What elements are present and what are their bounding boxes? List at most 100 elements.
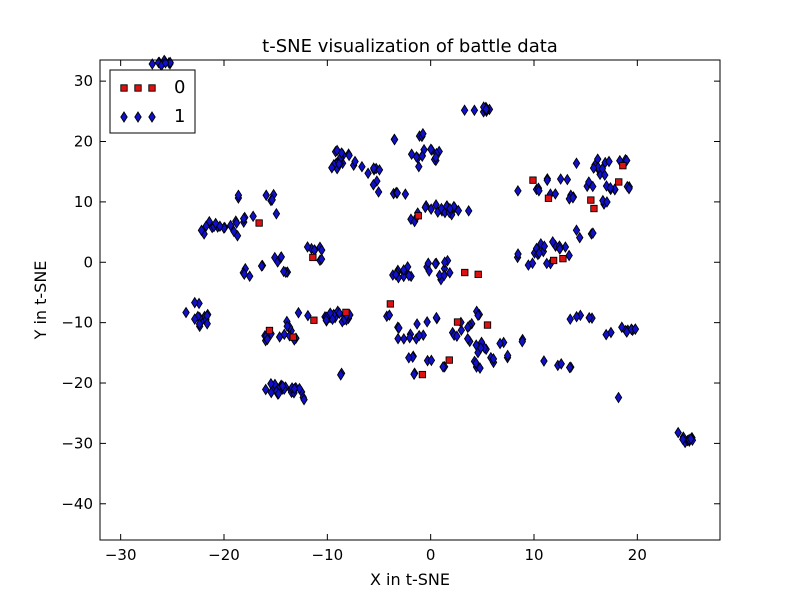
x-tick-label: 0 [426,546,436,564]
data-point-class-1 [535,184,543,197]
data-point-class-0 [544,194,553,202]
data-point-class-1 [364,167,372,180]
data-point-class-1 [405,269,413,282]
data-point-class-1 [300,393,308,406]
data-point-class-1 [453,330,461,343]
data-point-class-1 [585,311,593,324]
data-point-class-1 [561,241,570,253]
data-point-class-0 [289,333,297,341]
data-point-class-1 [572,310,581,323]
data-point-class-1 [470,104,479,117]
data-point-class-1 [496,337,504,350]
data-point-class-1 [425,265,433,277]
data-point-class-1 [446,266,454,279]
data-point-class-1 [394,332,402,345]
data-point-class-1 [569,191,577,204]
data-point-class-0 [590,204,598,213]
data-point-class-1 [257,260,266,272]
data-point-class-0 [309,253,317,262]
data-point-class-1 [195,318,204,330]
data-point-class-1 [369,178,378,191]
data-point-class-0 [418,370,427,379]
data-point-class-1 [390,133,399,146]
data-point-class-1 [358,160,366,173]
data-point-class-1 [431,257,440,270]
points-layer [148,54,697,449]
data-point-class-1 [421,201,430,214]
data-point-class-1 [551,188,560,200]
data-point-class-1 [535,247,543,260]
data-point-class-1 [322,314,331,326]
legend-label-1: 1 [174,106,185,127]
data-point-class-1 [598,162,607,175]
data-point-class-1 [464,204,473,217]
plot-area [100,60,720,540]
legend-marker-class-0 [120,84,128,92]
data-point-class-1 [317,253,326,265]
data-point-class-1 [605,155,613,168]
legend-marker-class-1 [134,111,142,123]
legend-markers [120,84,156,123]
data-point-class-1 [191,313,199,325]
data-point-class-1 [337,147,346,159]
data-point-class-1 [418,150,426,162]
data-point-class-1 [503,349,512,362]
data-point-class-1 [463,332,472,345]
data-point-class-1 [454,204,463,217]
data-point-class-1 [405,331,414,344]
data-point-class-1 [304,309,312,322]
data-point-class-1 [419,127,427,140]
legend-marker-class-0 [134,84,142,92]
data-point-class-1 [410,368,418,381]
y-tick-label: −10 [61,314,93,332]
data-point-class-1 [249,210,257,223]
data-point-class-1 [374,186,383,198]
data-point-class-0 [255,219,263,227]
y-tick-label: −20 [61,374,93,392]
data-point-class-1 [440,269,448,282]
data-point-class-1 [589,162,598,174]
data-point-class-1 [395,322,403,334]
data-point-class-1 [674,426,682,439]
data-point-class-1 [518,335,526,348]
data-point-class-1 [216,220,224,233]
data-point-class-1 [556,243,564,255]
data-point-class-0 [529,176,537,184]
y-tick-label: 10 [74,193,93,211]
data-point-class-1 [328,161,336,174]
data-point-class-0 [474,270,482,278]
x-tick-label: −20 [208,546,240,564]
data-point-class-1 [191,296,199,309]
data-point-class-0 [445,356,453,364]
legend: 0 1 [109,69,196,134]
data-point-class-1 [263,333,272,346]
data-point-class-1 [514,248,522,260]
y-axis-label: Y in t-SNE [31,261,50,341]
data-point-class-1 [385,309,394,321]
data-point-class-1 [543,257,551,270]
data-point-class-1 [274,387,283,400]
data-point-class-1 [457,324,466,337]
data-point-class-1 [262,189,270,202]
data-point-class-1 [399,264,408,276]
data-point-class-0 [414,212,422,220]
data-point-class-1 [267,386,275,399]
data-point-class-1 [415,329,423,342]
data-point-class-1 [589,227,597,239]
data-point-class-1 [401,188,410,200]
data-point-class-1 [351,155,359,168]
data-point-class-1 [336,369,345,381]
y-tick-label: −40 [61,495,93,513]
data-point-class-0 [342,308,350,317]
data-point-class-1 [599,194,607,207]
data-point-class-0 [461,268,469,277]
data-point-class-1 [375,164,384,176]
data-point-class-1 [234,189,243,202]
legend-marker-class-1 [148,111,156,123]
data-point-class-1 [556,173,565,185]
y-tick-label: 20 [74,133,93,151]
data-point-class-1 [278,380,287,392]
data-point-class-1 [272,207,281,220]
data-point-class-1 [441,256,449,269]
data-point-class-1 [239,212,248,225]
